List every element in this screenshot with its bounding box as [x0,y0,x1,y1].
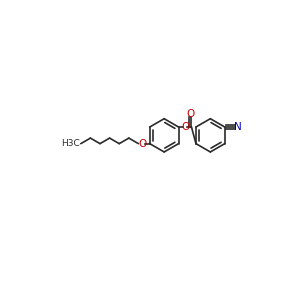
Text: H3C: H3C [61,139,80,148]
Text: O: O [181,122,189,132]
Text: O: O [138,139,146,148]
Text: N: N [234,122,242,132]
Text: O: O [186,109,194,119]
